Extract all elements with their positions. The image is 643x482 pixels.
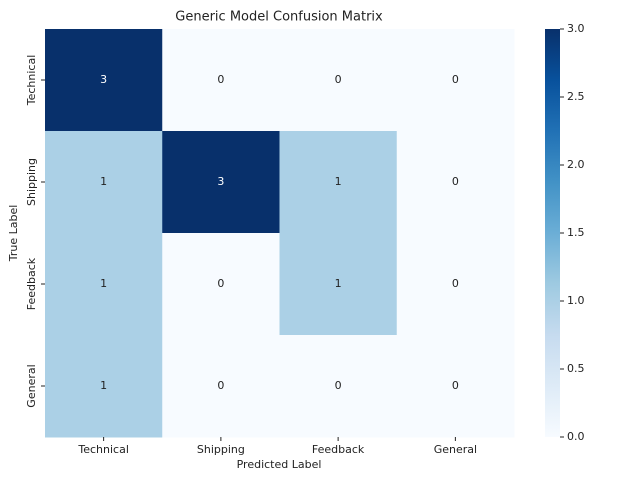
cell-label: 0 (452, 73, 459, 86)
x-axis-label: Predicted Label (237, 458, 322, 471)
x-tick-label: Shipping (197, 443, 245, 456)
y-tick-label: General (25, 364, 38, 407)
heatmap-cell (45, 233, 163, 336)
heatmap-cell (279, 335, 398, 438)
cell-label: 1 (335, 277, 342, 290)
colorbar-tick-label: 0.0 (567, 430, 585, 443)
colorbar (545, 29, 560, 437)
cell-label: 3 (100, 73, 107, 86)
colorbar-tick-label: 2.0 (567, 158, 585, 171)
cell-label: 0 (452, 175, 459, 188)
y-axis-label: True Label (7, 205, 20, 263)
x-tick-label: General (434, 443, 477, 456)
cell-label: 0 (452, 277, 459, 290)
colorbar-tick-label: 1.0 (567, 294, 585, 307)
cell-label: 1 (335, 175, 342, 188)
heatmap-cell (45, 29, 163, 132)
heatmap-cell (162, 233, 280, 336)
cell-label: 0 (335, 73, 342, 86)
x-tick-label: Feedback (312, 443, 365, 456)
cell-label: 0 (217, 73, 224, 86)
heatmap-cell (279, 131, 398, 234)
cell-label: 1 (100, 277, 107, 290)
y-tick-label: Technical (25, 55, 38, 107)
heatmap-cell (45, 131, 163, 234)
heatmap-cell (396, 29, 515, 132)
cell-label: 0 (335, 379, 342, 392)
cell-label: 1 (100, 379, 107, 392)
colorbar-tick-label: 1.5 (567, 226, 585, 239)
colorbar-tick-label: 0.5 (567, 362, 585, 375)
chart-title: Generic Model Confusion Matrix (175, 10, 383, 25)
heatmap-cell (162, 29, 280, 132)
cell-label: 0 (217, 379, 224, 392)
heatmap-cell (279, 29, 398, 132)
heatmap-cell (396, 233, 515, 336)
colorbar-tick-label: 2.5 (567, 90, 585, 103)
heatmap-cell (162, 335, 280, 438)
y-tick-label: Feedback (25, 257, 38, 310)
cell-label: 0 (452, 379, 459, 392)
cell-label: 0 (217, 277, 224, 290)
cell-label: 1 (100, 175, 107, 188)
heatmap-cell (279, 233, 398, 336)
heatmap-cell (396, 131, 515, 234)
heatmap-cell (45, 335, 163, 438)
colorbar-tick-label: 3.0 (567, 22, 585, 35)
heatmap-cell (162, 131, 280, 234)
y-tick-label: Shipping (25, 158, 38, 206)
x-tick-label: Technical (77, 443, 129, 456)
cell-label: 3 (217, 175, 224, 188)
heatmap-cell (396, 335, 515, 438)
